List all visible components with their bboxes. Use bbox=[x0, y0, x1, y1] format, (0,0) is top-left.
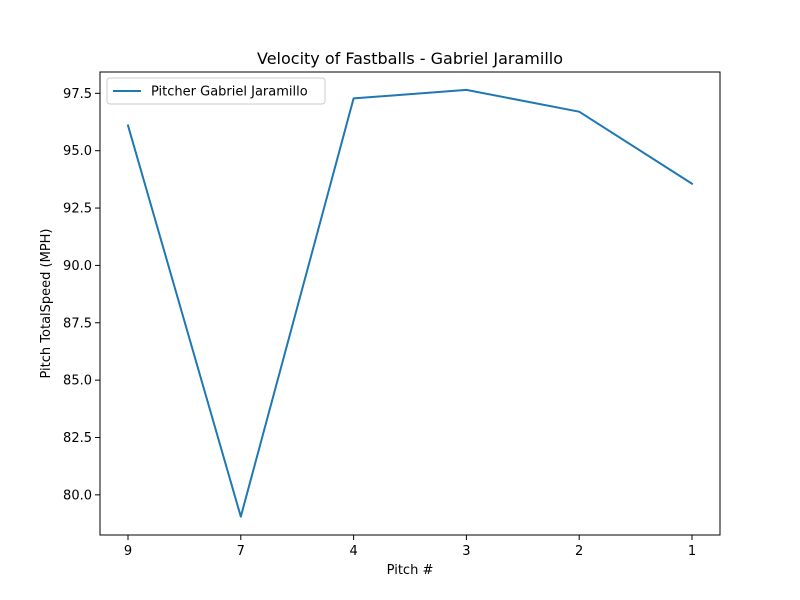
x-tick-label: 2 bbox=[575, 544, 583, 559]
y-tick-label: 82.5 bbox=[63, 431, 92, 446]
x-tick-label: 9 bbox=[124, 544, 132, 559]
plot-area bbox=[126, 88, 694, 518]
legend-entry: Pitcher Gabriel Jaramillo bbox=[151, 85, 308, 100]
x-tick-label: 3 bbox=[462, 544, 470, 559]
chart-title: Velocity of Fastballs - Gabriel Jaramill… bbox=[257, 49, 563, 68]
x-tick-label: 4 bbox=[349, 544, 357, 559]
y-tick-label: 87.5 bbox=[63, 316, 92, 331]
y-tick-label: 90.0 bbox=[63, 259, 92, 274]
y-axis-label: Pitch TotalSpeed (MPH) bbox=[39, 228, 54, 378]
x-tick-label: 1 bbox=[688, 544, 696, 559]
legend-box bbox=[106, 77, 326, 105]
series-line bbox=[126, 88, 694, 518]
y-tick-label: 85.0 bbox=[63, 374, 92, 389]
x-axis: 9 7 4 3 2 1 bbox=[124, 535, 696, 559]
plot-frame bbox=[99, 71, 721, 536]
y-tick-label: 97.5 bbox=[63, 87, 92, 102]
y-tick-label: 80.0 bbox=[63, 488, 92, 503]
legend: Pitcher Gabriel Jaramillo bbox=[106, 77, 326, 105]
y-tick-label: 95.0 bbox=[63, 144, 92, 159]
y-axis: 80.0 82.5 85.0 87.5 90.0 92.5 95.0 97.5 bbox=[63, 87, 100, 503]
y-tick-label: 92.5 bbox=[63, 202, 92, 217]
x-axis-label: Pitch # bbox=[387, 563, 434, 578]
x-tick-label: 7 bbox=[237, 544, 245, 559]
